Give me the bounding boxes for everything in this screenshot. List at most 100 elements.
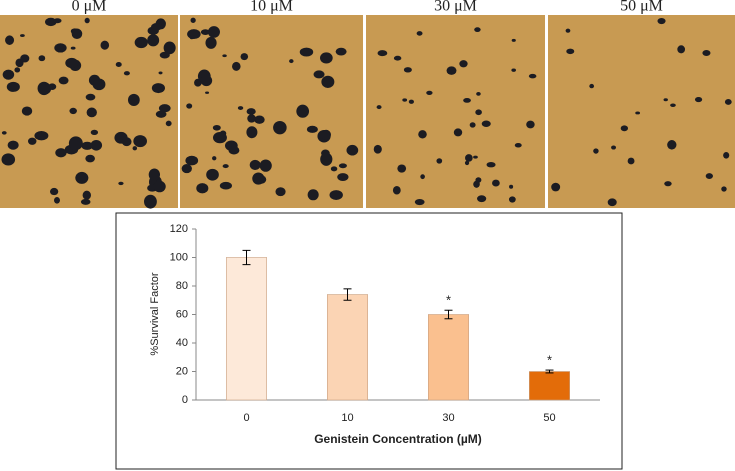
- colony: [275, 187, 286, 197]
- colony: [670, 103, 676, 107]
- x-tick-label: 50: [543, 412, 555, 424]
- colony: [58, 76, 69, 85]
- colony: [453, 128, 463, 137]
- panel-label: 10 μM: [250, 0, 293, 15]
- colony: [123, 71, 130, 76]
- colony: [228, 146, 240, 155]
- colony: [511, 38, 516, 42]
- colony: [296, 104, 310, 118]
- colony: [724, 98, 732, 105]
- colony: [92, 78, 106, 91]
- colony: [338, 163, 347, 169]
- colony: [190, 17, 196, 23]
- colony: [19, 34, 25, 37]
- panel-label: 0 μM: [72, 0, 107, 15]
- colony: [237, 106, 244, 110]
- colony: [246, 126, 258, 139]
- colony: [6, 81, 20, 92]
- colony: [80, 198, 91, 205]
- colony: [68, 136, 83, 151]
- colony: [514, 142, 522, 148]
- colony: [219, 181, 232, 190]
- colony: [393, 55, 402, 61]
- y-axis-title: %Survival Factor: [149, 272, 161, 355]
- colony: [85, 93, 96, 101]
- colony: [147, 34, 160, 47]
- colony: [337, 173, 349, 181]
- colony: [702, 49, 711, 56]
- colony: [206, 168, 219, 181]
- colony: [155, 110, 167, 118]
- y-tick-label: 80: [176, 280, 188, 292]
- colony: [49, 187, 59, 196]
- colony: [607, 198, 617, 207]
- colony: [205, 91, 210, 94]
- colony: [252, 172, 265, 185]
- colony: [469, 122, 476, 128]
- colony: [663, 98, 668, 102]
- colony: [436, 158, 443, 164]
- colony: [1, 131, 7, 135]
- colony: [163, 41, 176, 55]
- colony: [185, 155, 199, 166]
- y-tick-label: 100: [170, 251, 188, 263]
- colony: [664, 181, 672, 187]
- colony: [273, 120, 287, 135]
- panel-label: 30 μM: [434, 0, 477, 15]
- colony: [84, 17, 90, 24]
- y-tick-label: 120: [170, 223, 188, 235]
- colony: [459, 60, 468, 68]
- colony: [611, 145, 617, 150]
- colony: [246, 108, 256, 115]
- colony: [320, 152, 333, 166]
- colony: [473, 180, 480, 188]
- chart-frame: [115, 212, 623, 470]
- colony: [86, 107, 97, 118]
- colony: [477, 195, 487, 203]
- colony: [721, 186, 727, 192]
- colony: [200, 29, 210, 36]
- colony: [85, 154, 95, 163]
- colony: [289, 59, 294, 64]
- colony: [81, 141, 93, 150]
- colony: [492, 179, 500, 187]
- colony: [694, 96, 703, 103]
- colony: [28, 137, 37, 145]
- x-tick-label: 0: [243, 412, 249, 424]
- colony: [446, 66, 457, 75]
- colony: [153, 180, 166, 193]
- colony: [508, 196, 516, 203]
- colony: [418, 130, 427, 139]
- bar: [226, 257, 268, 401]
- colony: [299, 47, 314, 57]
- colony: [200, 75, 213, 87]
- colony: [196, 183, 209, 194]
- colony: [53, 18, 62, 24]
- colony: [144, 194, 157, 209]
- colony: [330, 166, 338, 172]
- colony: [158, 71, 163, 75]
- panel-label: 50 μM: [620, 0, 663, 15]
- significance-mark: *: [547, 353, 552, 368]
- y-tick-label: 20: [176, 365, 188, 377]
- bar: [326, 294, 368, 401]
- significance-mark: *: [446, 293, 451, 308]
- colony: [151, 23, 163, 31]
- bar: [427, 314, 469, 401]
- colony: [205, 36, 217, 49]
- colony: [134, 36, 148, 49]
- colony: [474, 27, 481, 33]
- colony: [373, 144, 382, 154]
- colony: [212, 131, 227, 144]
- micrograph: [548, 15, 735, 208]
- bar: [528, 371, 570, 401]
- colony: [186, 103, 193, 109]
- colony: [158, 104, 171, 113]
- colony: [627, 157, 635, 165]
- colony: [121, 137, 132, 147]
- colony: [402, 98, 408, 102]
- colony: [90, 129, 99, 135]
- colony: [37, 81, 51, 96]
- colony: [481, 120, 491, 127]
